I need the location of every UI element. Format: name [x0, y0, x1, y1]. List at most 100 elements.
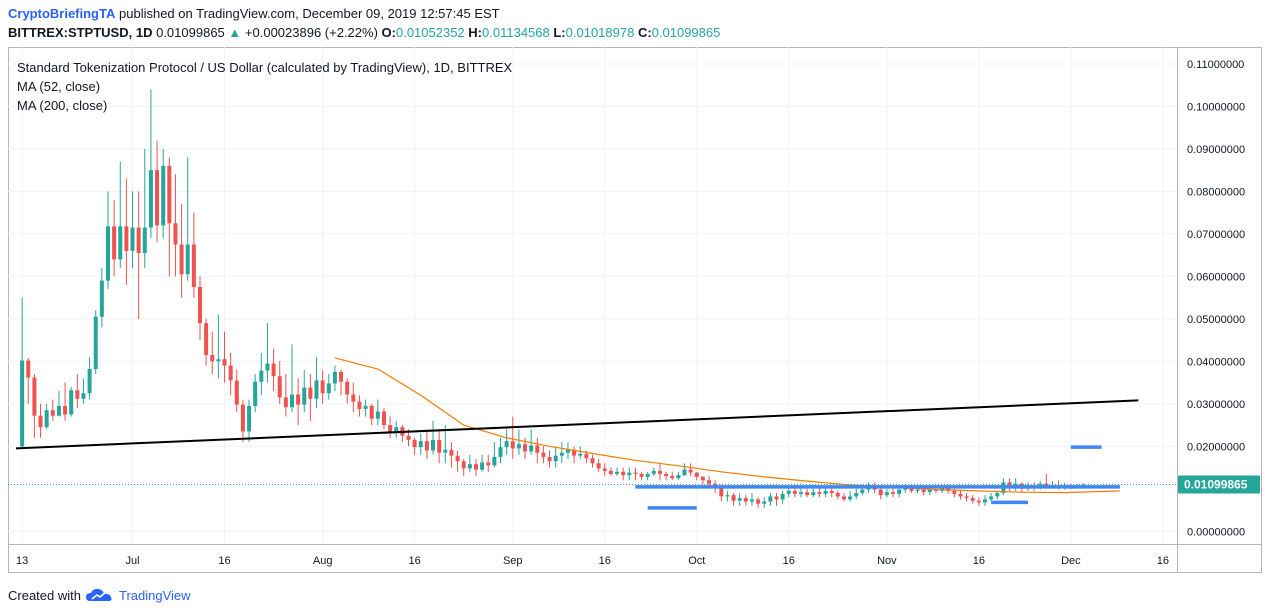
candle-body — [645, 473, 650, 477]
candle-body — [749, 499, 754, 502]
author-link[interactable]: CryptoBriefingTA — [8, 6, 116, 21]
x-tick-label: 16 — [218, 555, 230, 567]
candle-body — [191, 244, 196, 288]
support-trendline — [15, 399, 1139, 450]
time-axis[interactable]: 13 Jul 16 Aug 16 Sep 16 Oct 16 Nov 16 Dec 16 — [16, 555, 1169, 567]
candle-body — [786, 490, 791, 494]
chart-frame[interactable]: 0.11000000 0.10000000 0.09000000 0.08000000… — [8, 47, 1262, 573]
up-arrow-icon: ▲ — [228, 25, 242, 40]
open-label: O: — [381, 25, 396, 40]
candle-body — [952, 490, 957, 494]
candle-body — [774, 496, 779, 500]
candle-body — [473, 464, 478, 470]
candle-body — [559, 452, 564, 456]
candle-body — [63, 405, 68, 415]
last-price-tag-label: 0.01099865 — [1184, 478, 1248, 492]
tradingview-cloud-icon — [85, 588, 112, 601]
candle-body — [829, 490, 834, 494]
published-text: published on TradingView.com, December 0… — [119, 6, 500, 21]
candle-body — [56, 405, 61, 416]
candle-body — [467, 464, 472, 469]
x-tick-label: 13 — [16, 555, 28, 567]
candle-body — [99, 280, 104, 317]
candle-body — [725, 495, 730, 497]
candle-body — [240, 404, 245, 432]
candle-body — [792, 490, 797, 494]
candle-body — [437, 439, 442, 453]
last-price: 0.01099865 — [156, 25, 225, 40]
candle-body — [351, 394, 356, 402]
x-tick-label: Dec — [1061, 555, 1081, 567]
candle-body — [933, 489, 938, 491]
candle-body — [841, 496, 846, 500]
high-value: 0.01134568 — [482, 25, 550, 40]
candle-body — [394, 427, 399, 432]
candle-body — [283, 397, 288, 408]
candle-body — [44, 410, 49, 428]
y-tick-label: 0.03000000 — [1187, 399, 1245, 411]
candle-body — [492, 456, 497, 466]
candle-body — [431, 439, 436, 451]
candle-body — [381, 411, 386, 426]
candle-body — [657, 470, 662, 474]
candle-body — [884, 492, 889, 496]
candle-body — [93, 316, 98, 369]
candle-body — [737, 498, 742, 501]
candle-body — [878, 489, 883, 496]
candle-body — [461, 461, 466, 469]
candle-body — [516, 444, 521, 449]
candle-body — [762, 501, 767, 504]
candle-body — [247, 405, 252, 432]
candle-body — [339, 371, 344, 382]
open-value: 0.01052352 — [395, 25, 465, 40]
published-line: CryptoBriefingTA published on TradingVie… — [8, 6, 500, 21]
footer: Created with TradingView — [8, 587, 191, 603]
candle-body — [964, 496, 969, 499]
candle-body — [700, 476, 705, 481]
candle-body — [234, 380, 239, 405]
candle-body — [204, 323, 209, 355]
candle-body — [179, 244, 184, 275]
candle-body — [216, 359, 221, 362]
y-tick-label: 0.02000000 — [1187, 441, 1245, 453]
candle-body — [105, 226, 110, 281]
candle-body — [357, 401, 362, 409]
grid-lines — [8, 47, 1177, 544]
candle-body — [314, 380, 319, 399]
candle-body — [694, 472, 699, 477]
candle-body — [780, 493, 785, 500]
candle-body — [32, 377, 37, 416]
candle-body — [633, 472, 638, 474]
candle-body — [296, 394, 301, 405]
candle-body — [811, 492, 816, 496]
candle-body — [504, 441, 509, 448]
candle-body — [197, 287, 202, 324]
candle-body — [915, 489, 920, 491]
candle-body — [155, 170, 160, 226]
tradingview-link[interactable]: TradingView — [118, 587, 191, 603]
candle-body — [332, 371, 337, 384]
price-chart[interactable]: 0.11000000 0.10000000 0.09000000 0.08000000… — [8, 47, 1262, 573]
candle-body — [768, 496, 773, 502]
candle-body — [81, 393, 86, 399]
y-tick-label: 0.10000000 — [1187, 101, 1245, 113]
candle-body — [265, 363, 270, 371]
x-tick-label: 16 — [599, 555, 611, 567]
candle-body — [848, 496, 853, 500]
candle-body — [891, 492, 896, 494]
candle-body — [259, 370, 264, 382]
candle-body — [118, 226, 123, 260]
candle-body — [799, 492, 804, 494]
candle-body — [363, 405, 368, 409]
candle-body — [498, 447, 503, 457]
x-tick-label: Oct — [688, 555, 705, 567]
candle-body — [958, 493, 963, 497]
price-axis[interactable]: 0.11000000 0.10000000 0.09000000 0.08000000… — [1187, 59, 1245, 538]
level-lines — [647, 445, 1102, 510]
candle-body — [688, 469, 693, 473]
symbol-label: BITTREX:STPTUSD, 1D — [8, 25, 153, 40]
candle-body — [627, 472, 632, 476]
candle-body — [87, 368, 92, 394]
candle-body — [817, 492, 822, 494]
y-tick-label: 0.07000000 — [1187, 229, 1245, 241]
